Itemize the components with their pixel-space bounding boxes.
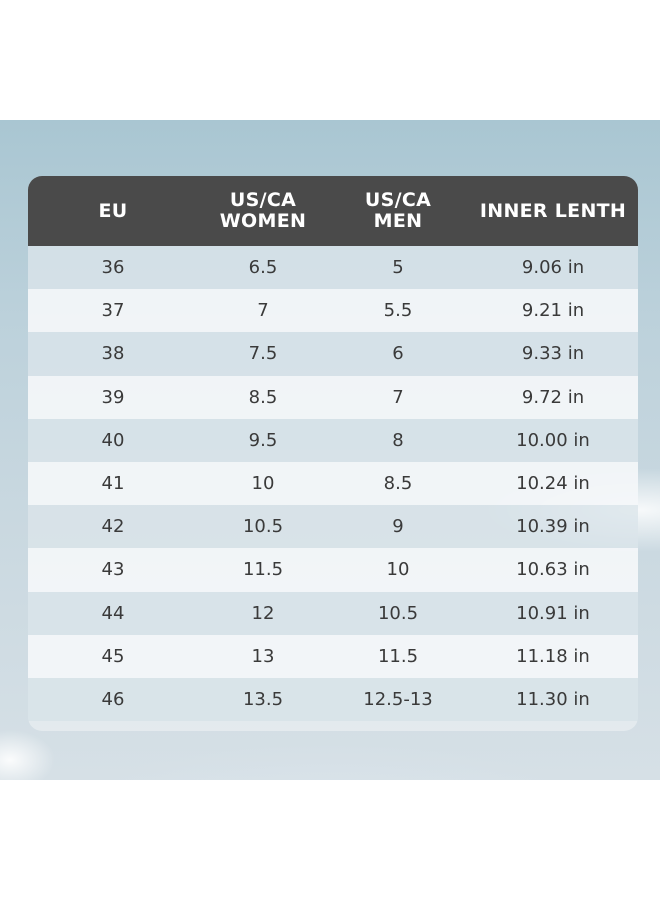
cell-us-men: 10 [386, 559, 410, 581]
cell-inner-length: 11.18 in [516, 645, 590, 667]
cell-eu: 36 [101, 257, 125, 279]
table-header: EU US/CA WOMEN US/CA MEN INNER LENTH [28, 176, 638, 246]
cell-eu: 46 [101, 688, 125, 710]
cell-inner-length: 9.21 in [521, 300, 585, 322]
table-row: 45 13 11.5 11.18 in [28, 634, 638, 678]
cell-us-men: 12.5-13 [363, 688, 433, 710]
cell-us-women: 10.5 [242, 516, 284, 538]
cell-eu: 39 [101, 386, 125, 408]
table-row: 38 7.5 6 9.33 in [28, 332, 638, 376]
table-row: 39 8.5 7 9.72 in [28, 375, 638, 419]
cell-inner-length: 10.00 in [516, 429, 590, 451]
cell-eu: 38 [101, 343, 125, 365]
table-row: 43 11.5 10 10.63 in [28, 548, 638, 592]
table-row: 40 9.5 8 10.00 in [28, 418, 638, 462]
cell-eu: 40 [101, 429, 125, 451]
cell-us-men: 8.5 [383, 473, 413, 495]
cell-us-women: 7 [257, 300, 269, 322]
cell-inner-length: 11.30 in [516, 688, 590, 710]
table-row: 36 6.5 5 9.06 in [28, 246, 638, 290]
cell-us-women: 13.5 [242, 688, 284, 710]
cell-us-women: 11.5 [242, 559, 284, 581]
table-row: 37 7 5.5 9.21 in [28, 289, 638, 333]
cell-inner-length: 10.91 in [516, 602, 590, 624]
cell-us-men: 10.5 [377, 602, 419, 624]
cell-us-women: 13 [251, 645, 275, 667]
cell-us-men: 8 [392, 429, 404, 451]
cell-eu: 44 [101, 602, 125, 624]
cell-us-women: 7.5 [248, 343, 278, 365]
table-row: 46 13.5 12.5-13 11.30 in [28, 677, 638, 722]
header-us-ca-men: US/CA MEN [364, 189, 432, 232]
cell-us-men: 6 [392, 343, 404, 365]
cell-eu: 41 [101, 473, 125, 495]
cell-us-men: 11.5 [377, 645, 419, 667]
header-eu: EU [98, 199, 128, 222]
cell-eu: 37 [101, 300, 125, 322]
cell-us-women: 8.5 [248, 386, 278, 408]
size-chart-table: EU US/CA WOMEN US/CA MEN INNER LENTH 36 … [28, 176, 638, 731]
cell-eu: 42 [101, 516, 125, 538]
cell-inner-length: 10.24 in [516, 473, 590, 495]
cell-us-men: 9 [392, 516, 404, 538]
cell-inner-length: 9.06 in [521, 257, 585, 279]
cell-eu: 43 [101, 559, 125, 581]
cell-eu: 45 [101, 645, 125, 667]
cell-inner-length: 10.39 in [516, 516, 590, 538]
header-inner-length: INNER LENTH [479, 199, 627, 222]
cell-us-women: 10 [251, 473, 275, 495]
table-row: 41 10 8.5 10.24 in [28, 461, 638, 506]
cell-inner-length: 9.33 in [521, 343, 585, 365]
cell-us-men: 5.5 [383, 300, 413, 322]
cell-inner-length: 10.63 in [516, 559, 590, 581]
cell-us-women: 9.5 [248, 429, 278, 451]
cell-us-women: 6.5 [248, 257, 278, 279]
cell-us-men: 5 [392, 257, 404, 279]
table-row: 44 12 10.5 10.91 in [28, 591, 638, 635]
cell-us-women: 12 [251, 602, 275, 624]
cell-us-men: 7 [392, 386, 404, 408]
cell-inner-length: 9.72 in [521, 386, 585, 408]
table-row: 42 10.5 9 10.39 in [28, 505, 638, 549]
header-us-ca-women: US/CA WOMEN [219, 189, 307, 232]
